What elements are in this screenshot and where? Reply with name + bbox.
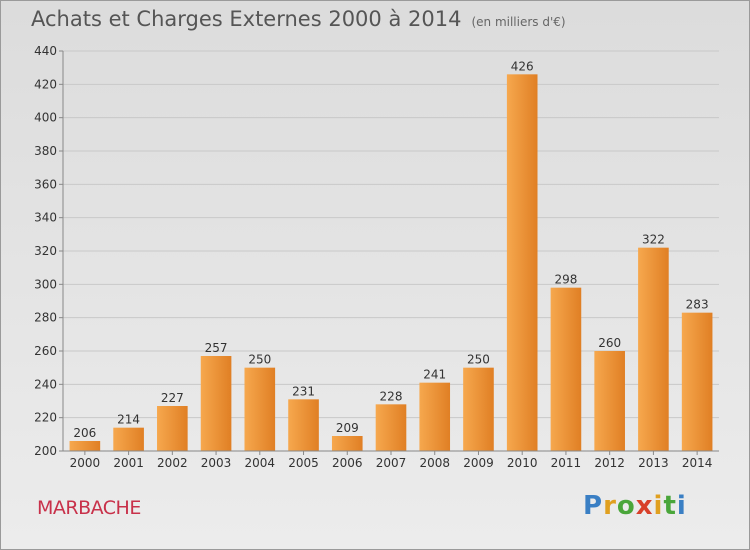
x-tick-label: 2007: [376, 456, 407, 470]
data-label: 214: [117, 413, 140, 427]
bar-2007[interactable]: [375, 404, 407, 451]
commune-name: MARBACHE: [37, 497, 141, 519]
logo-letter: x: [635, 491, 654, 521]
data-label: 298: [554, 273, 577, 287]
x-tick-label: 2000: [70, 456, 101, 470]
x-tick-label: 2004: [245, 456, 276, 470]
x-tick-label: 2011: [551, 456, 582, 470]
bar-2003[interactable]: [200, 356, 232, 451]
y-tick-label: 280: [34, 311, 57, 325]
y-tick-label: 420: [34, 77, 57, 91]
axis-layer: 200 220 240 260 280 300 320 340 360 380 400 420 440 2…: [34, 44, 719, 470]
data-label: 283: [686, 298, 709, 312]
bar-2006[interactable]: [331, 436, 363, 451]
x-tick-label: 2001: [113, 456, 144, 470]
data-label: 426: [511, 59, 534, 73]
bar-2001[interactable]: [113, 427, 144, 451]
x-tick-label: 2003: [201, 456, 232, 470]
bar-2012[interactable]: [594, 351, 625, 451]
bar-2002[interactable]: [157, 406, 188, 451]
logo-letter: i: [653, 491, 664, 521]
data-label: 206: [73, 426, 96, 440]
bar-2011[interactable]: [550, 287, 582, 451]
x-tick-label: 2010: [507, 456, 538, 470]
bar-2014[interactable]: [681, 312, 713, 451]
bar-2005[interactable]: [288, 399, 319, 451]
x-tick-label: 2008: [419, 456, 450, 470]
data-label: 241: [423, 368, 446, 382]
y-tick-label: 440: [34, 44, 57, 58]
data-label: 209: [336, 421, 359, 435]
x-tick-label: 2009: [463, 456, 494, 470]
y-tick-label: 400: [34, 111, 57, 125]
bar-2013[interactable]: [638, 247, 669, 451]
data-label: 260: [598, 336, 621, 350]
x-tick-label: 2012: [594, 456, 625, 470]
bar-2000[interactable]: [69, 441, 101, 451]
x-tick-label: 2014: [682, 456, 713, 470]
bar-2004[interactable]: [244, 367, 276, 451]
data-label: 250: [467, 353, 490, 367]
bar-2009[interactable]: [463, 367, 494, 451]
x-tick-label: 2013: [638, 456, 669, 470]
label-layer: 206 214 227 257 250 231 209 228 241 250 426 298 260 3…: [73, 59, 708, 440]
logo-letter: r: [603, 491, 617, 521]
chart-title: Achats et Charges Externes 2000 à 2014: [31, 7, 462, 31]
bar-2010[interactable]: [506, 74, 538, 451]
y-tick-label: 240: [34, 377, 57, 391]
y-tick-label: 380: [34, 144, 57, 158]
x-tick-label: 2006: [332, 456, 363, 470]
data-label: 228: [380, 389, 403, 403]
y-tick-label: 260: [34, 344, 57, 358]
y-tick-label: 200: [34, 444, 57, 458]
data-label: 322: [642, 233, 665, 247]
data-label: 227: [161, 391, 184, 405]
y-tick-label: 360: [34, 177, 57, 191]
y-tick-label: 340: [34, 211, 57, 225]
y-tick-label: 300: [34, 277, 57, 291]
y-tick-label: 220: [34, 411, 57, 425]
title-row: Achats et Charges Externes 2000 à 2014 (e…: [31, 7, 566, 31]
data-label: 257: [205, 341, 228, 355]
chart-unit: (en milliers d'€): [471, 15, 566, 29]
logo-letter: i: [676, 491, 687, 521]
bar-layer: [69, 74, 713, 451]
bar-2008[interactable]: [419, 382, 451, 451]
x-tick-label: 2005: [288, 456, 319, 470]
proxiti-logo[interactable]: Proxiti: [583, 491, 687, 521]
x-tick-label: 2002: [157, 456, 188, 470]
data-label: 231: [292, 384, 315, 398]
logo-letter: t: [663, 491, 677, 521]
data-label: 250: [248, 353, 271, 367]
logo-letter: P: [583, 491, 604, 521]
logo-letter: o: [616, 491, 636, 521]
y-tick-label: 320: [34, 244, 57, 258]
